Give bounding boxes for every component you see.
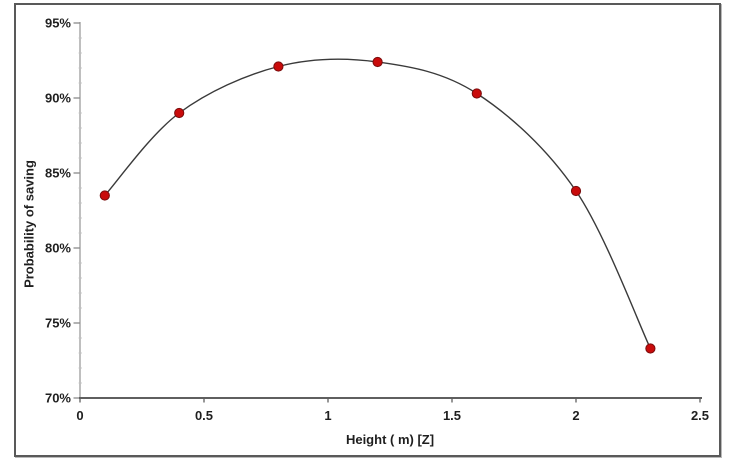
x-tick-label: 0.5 [195, 408, 213, 423]
data-point-marker [570, 185, 582, 197]
data-point-marker [174, 107, 185, 119]
data-point-marker [471, 88, 482, 99]
chart-frame [14, 3, 721, 457]
data-point-marker [99, 190, 110, 201]
y-tick-label: 95% [45, 16, 71, 31]
y-tick-label: 70% [45, 391, 71, 406]
data-point-marker [645, 343, 656, 354]
y-tick-label: 85% [45, 166, 71, 181]
x-tick-label: 1.5 [443, 408, 461, 423]
data-point-marker [372, 56, 383, 68]
y-tick-label: 80% [45, 241, 71, 256]
y-axis-title: Probability of saving [21, 160, 37, 288]
data-point-marker [273, 61, 284, 72]
x-tick-label: 0 [76, 408, 83, 423]
x-tick-label: 2 [572, 408, 579, 423]
x-tick-label: 1 [324, 408, 331, 423]
fit-curve [104, 58, 652, 349]
y-tick-label: 90% [45, 91, 71, 106]
x-axis-title: Height ( m) [Z] [345, 432, 435, 447]
y-tick-label: 75% [45, 316, 71, 331]
x-tick-label: 2.5 [691, 408, 709, 423]
